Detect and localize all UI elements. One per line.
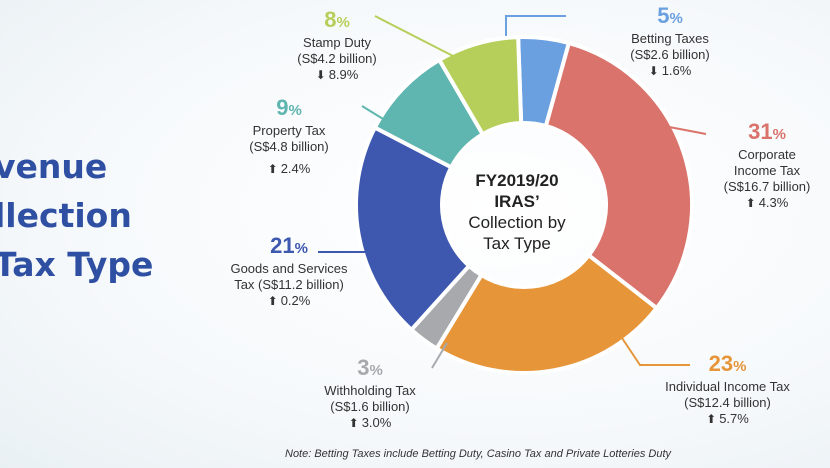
chart-center-label: FY2019/20 IRAS’ Collection by Tax Type [442, 170, 592, 254]
arrow-up-icon: ⬆ [706, 412, 717, 426]
slice-amount: (S$12.4 billion) [684, 395, 771, 410]
donut-slice-corporate-income-tax [543, 40, 694, 311]
slice-amount: (S$4.2 billion) [297, 51, 377, 66]
slice-amount: (S$16.7 billion) [723, 179, 811, 194]
slice-label-goods-and-services-tax: 21% Goods and Services Tax (S$11.2 billi… [214, 234, 364, 309]
slice-amount: (S$2.6 billion) [630, 47, 710, 62]
slice-name: Goods and Services [230, 261, 348, 276]
slice-amount: Tax (S$11.2 billion) [234, 277, 344, 292]
slice-name: Stamp Duty [303, 35, 371, 50]
slice-change: ⬆ 3.0% [348, 415, 392, 430]
leader-line-withholding-tax [431, 342, 448, 369]
slice-label-individual-income-tax: 23% Individual Income Tax (S$12.4 billio… [650, 352, 805, 427]
arrow-down-icon: ⬇ [648, 64, 659, 78]
slice-percent: 8% [324, 7, 350, 32]
slice-label-stamp-duty: 8% Stamp Duty (S$4.2 billion) ⬇ 8.9% [282, 8, 392, 83]
donut-slice-goods-and-services-tax [354, 124, 472, 333]
slice-percent: 3% [357, 355, 383, 380]
leader-line-property-tax [361, 105, 389, 123]
slice-label-withholding-tax: 3% Withholding Tax (S$1.6 billion) ⬆ 3.0% [310, 356, 430, 431]
leader-line-corporate-income-tax [642, 121, 707, 135]
arrow-up-icon: ⬆ [348, 416, 359, 430]
slice-change: ⬆ 0.2% [267, 293, 311, 308]
title-line: llection [0, 196, 132, 235]
arrow-up-icon: ⬆ [267, 294, 278, 308]
center-org: IRAS’ [494, 192, 540, 211]
donut-slice-stamp-duty [436, 35, 524, 137]
slice-name: Income Tax [733, 163, 801, 178]
slice-percent: 23% [708, 351, 747, 376]
slice-label-corporate-income-tax: 31% Corporate Income Tax (S$16.7 billion… [712, 120, 822, 211]
arrow-up-icon: ⬆ [267, 162, 278, 176]
center-year: FY2019/20 [475, 171, 559, 190]
slice-name: Corporate [738, 147, 796, 162]
title-line: venue [0, 147, 108, 186]
leader-line-betting-taxes [505, 15, 566, 37]
slice-name: Betting Taxes [631, 31, 709, 46]
slice-label-betting-taxes: 5% Betting Taxes (S$2.6 billion) ⬇ 1.6% [605, 4, 735, 79]
slice-percent: 5% [657, 3, 683, 28]
slice-change: ⬆ 5.7% [706, 411, 749, 426]
footnote: Note: Betting Taxes include Betting Duty… [285, 448, 672, 460]
center-caption: Tax Type [483, 234, 551, 253]
slice-name: Individual Income Tax [665, 379, 790, 394]
slice-percent: 21% [270, 233, 308, 258]
slice-percent: 31% [748, 119, 786, 144]
slice-change: ⬆ 2.4% [267, 161, 311, 176]
slice-amount: (S$4.8 billion) [249, 139, 329, 154]
slice-label-property-tax: 9% Property Tax (S$4.8 billion) ⬆ 2.4% [234, 96, 344, 177]
slice-change: ⬆ 4.3% [745, 195, 789, 210]
donut-slice-individual-income-tax [433, 252, 660, 375]
slice-change: ⬇ 8.9% [315, 67, 359, 82]
center-caption: Collection by [468, 213, 566, 232]
slice-name: Withholding Tax [324, 383, 416, 398]
slice-change: ⬇ 1.6% [648, 63, 692, 78]
arrow-down-icon: ⬇ [315, 68, 326, 82]
slice-amount: (S$1.6 billion) [330, 399, 410, 414]
slice-percent: 9% [276, 95, 302, 120]
page-title: venue llection Tax Type [0, 142, 153, 289]
leader-line-individual-income-tax [621, 337, 690, 366]
arrow-up-icon: ⬆ [745, 196, 756, 210]
leader-line-stamp-duty [374, 15, 454, 57]
slice-name: Property Tax [252, 123, 326, 138]
title-line: Tax Type [0, 245, 154, 284]
